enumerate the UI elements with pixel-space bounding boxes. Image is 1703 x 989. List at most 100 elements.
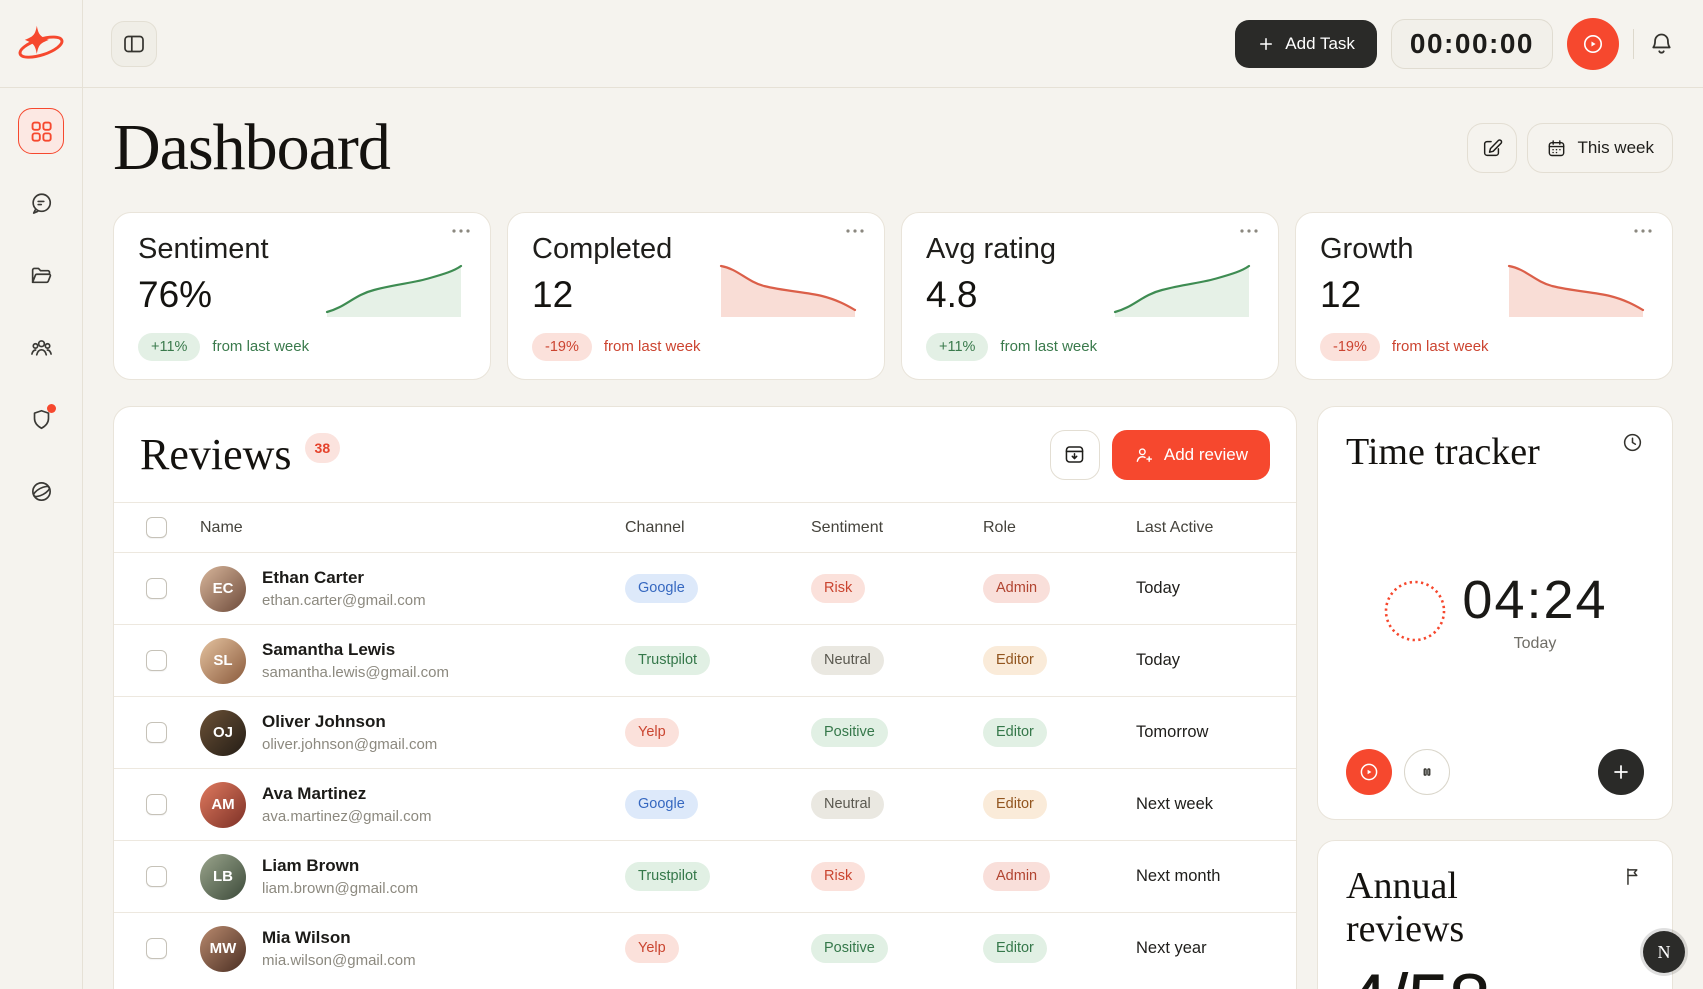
role-badge: Admin [983,574,1051,603]
stat-title: Growth [1320,233,1414,265]
role-badge: Editor [983,718,1047,747]
tracker-add-button[interactable] [1598,749,1644,795]
clock-icon[interactable] [1621,431,1644,454]
annual-reviews-value: 4/58 [1346,964,1491,989]
card-menu-button[interactable] [1632,227,1654,235]
last-active: Today [1136,579,1181,597]
delta-badge: -19% [1320,332,1380,361]
stat-footer: -19% from last week [532,332,701,361]
plus-icon [1610,761,1632,783]
column-header-sentiment[interactable]: Sentiment [811,518,884,536]
sidebar-item-explore[interactable] [18,468,64,514]
sentiment-badge: Neutral [811,646,884,675]
export-icon [1063,443,1086,466]
topbar-divider [1633,28,1634,59]
edit-button[interactable] [1467,123,1518,173]
column-header-last-active[interactable]: Last Active [1136,518,1214,536]
card-menu-button[interactable] [844,227,866,235]
row-checkbox[interactable] [146,866,167,887]
stat-value: 12 [1320,274,1362,315]
page-actions: This week [1467,123,1673,173]
column-header-name[interactable]: Name [200,518,243,536]
team-icon [29,335,54,360]
main-content: Dashboard [83,88,1703,989]
annual-reviews-card: Annual reviews 4/58 +24% [1317,840,1673,989]
delta-badge: +11% [138,332,201,361]
plus-icon [1257,35,1275,53]
edit-icon [1481,137,1503,159]
review-table-row[interactable]: AM Ava Martinez ava.martinez@gmail.com G… [114,768,1296,840]
row-email: ava.martinez@gmail.com [262,808,432,825]
row-checkbox[interactable] [146,722,167,743]
row-email: mia.wilson@gmail.com [262,952,416,969]
flag-icon[interactable] [1622,865,1644,887]
floating-n-badge[interactable]: N [1643,931,1685,973]
ellipsis-icon [450,227,472,235]
sparkline-chart [1113,264,1251,317]
row-checkbox[interactable] [146,938,167,959]
review-table-row[interactable]: OJ Oliver Johnson oliver.johnson@gmail.c… [114,696,1296,768]
page-header: Dashboard [113,110,1673,186]
last-active: Next year [1136,939,1207,957]
topbar: Add Task 00:00:00 [83,0,1703,88]
dashboard-icon [29,119,54,144]
sidebar-item-projects[interactable] [18,252,64,298]
delta-note: from last week [212,338,310,356]
comet-logo-icon[interactable] [17,20,65,68]
stat-title: Sentiment [138,233,269,265]
column-header-role[interactable]: Role [983,518,1016,536]
sentiment-badge: Positive [811,718,888,747]
sidebar-item-messages[interactable] [18,180,64,226]
avatar: LB [200,853,246,900]
stat-cards-row: Sentiment 76% +11% from last week Comple… [113,212,1673,380]
add-user-icon [1134,445,1154,465]
messages-icon [29,191,54,216]
row-checkbox[interactable] [146,794,167,815]
add-task-button[interactable]: Add Task [1235,19,1377,68]
sidebar-item-team[interactable] [18,324,64,370]
time-tracker-card: Time tracker [1317,406,1673,820]
ellipsis-icon [1238,227,1260,235]
sidebar-toggle-button[interactable] [111,20,157,67]
review-table-row[interactable]: SL Samantha Lewis samantha.lewis@gmail.c… [114,624,1296,696]
stat-footer: +11% from last week [926,332,1098,361]
card-menu-button[interactable] [1238,227,1260,235]
bell-icon [1648,30,1675,57]
start-timer-button[interactable] [1567,17,1619,70]
add-review-button[interactable]: Add review [1111,429,1270,480]
review-table-row[interactable]: EC Ethan Carter ethan.carter@gmail.com G… [114,552,1296,624]
timer-display[interactable]: 00:00:00 [1390,18,1553,69]
period-selector-button[interactable]: This week [1527,123,1673,173]
timer-value: 00:00:00 [1409,27,1534,59]
row-checkbox[interactable] [146,578,167,599]
sidebar-toggle-icon [122,32,146,56]
stat-card: Growth 12 -19% from last week [1295,212,1673,380]
row-name: Oliver Johnson [262,712,386,731]
card-menu-button[interactable] [450,227,472,235]
row-checkbox[interactable] [146,650,167,671]
column-header-channel[interactable]: Channel [625,518,685,536]
stat-title: Completed [532,233,673,265]
export-button[interactable] [1049,429,1100,480]
review-table-row[interactable]: LB Liam Brown liam.brown@gmail.com Trust… [114,840,1296,912]
stat-card: Completed 12 -19% from last week [507,212,885,380]
select-all-checkbox[interactable] [146,517,167,538]
sidebar-item-security[interactable] [18,396,64,442]
stat-card: Sentiment 76% +11% from last week [113,212,491,380]
tracker-play-button[interactable] [1346,749,1392,795]
name-cell: SL Samantha Lewis samantha.lewis@gmail.c… [200,637,625,684]
add-review-label: Add review [1163,444,1248,464]
review-table-row[interactable]: MW Mia Wilson mia.wilson@gmail.com Yelp … [114,912,1296,984]
avatar: MW [200,925,246,972]
ellipsis-icon [1632,227,1654,235]
notifications-button[interactable] [1648,30,1675,57]
delta-note: from last week [1000,338,1098,356]
annual-reviews-header: Annual reviews [1346,865,1644,950]
row-name: Ethan Carter [262,568,365,587]
sparkline-chart [719,264,857,317]
stat-value: 12 [532,274,574,315]
annual-value-row: 4/58 +24% [1346,964,1644,989]
last-active: Next month [1136,867,1221,885]
tracker-pause-button[interactable] [1404,749,1450,795]
sidebar-item-dashboard[interactable] [18,108,64,154]
